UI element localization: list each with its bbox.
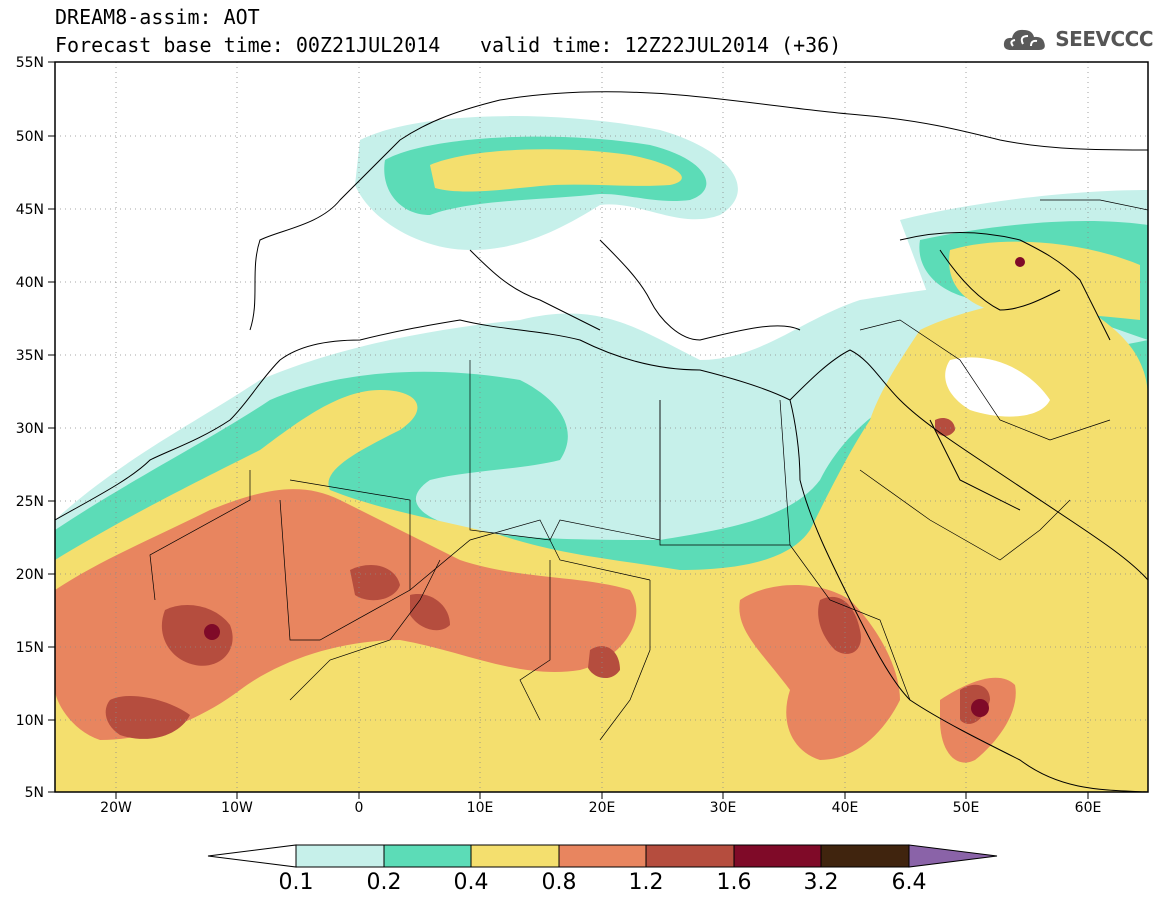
aot-contour-1-2-h [105, 695, 190, 739]
aot-contour-0-4-europe [430, 149, 682, 192]
country-borders [149, 199, 1148, 741]
forecast-base-time: Forecast base time: 00Z21JUL2014 [55, 33, 441, 57]
colorbar-label: 0.1 [278, 870, 314, 895]
lon-tick-label: 20W [100, 800, 132, 816]
colorbar-segment [558, 844, 647, 868]
longitude-ticks: 20W 10W 0 10E 20E 30E 40E 50E 60E [100, 792, 1101, 816]
lat-tick-label: 55N [16, 55, 44, 71]
colorbar-segment [645, 844, 735, 868]
aot-contour-1-2-d [588, 646, 620, 679]
colorbar-label: 3.2 [803, 870, 839, 895]
lon-tick-label: 10W [221, 800, 253, 816]
aot-contour-1-2 [161, 605, 233, 666]
aot-contour-1-6-b [971, 699, 989, 717]
lon-tick-label: 20E [589, 800, 616, 816]
lon-tick-label: 40E [832, 800, 859, 816]
lon-tick-label: 0 [355, 800, 364, 816]
colorbar-label: 0.8 [541, 870, 577, 895]
colorbar-label: 1.6 [716, 870, 752, 895]
lon-tick-label: 30E [710, 800, 737, 816]
lat-tick-label: 20N [16, 567, 44, 583]
lat-tick-label: 35N [16, 348, 44, 364]
aot-clear-patch-med [540, 250, 820, 340]
colorbar-label: 1.2 [628, 870, 664, 895]
aot-contour-0-4-caspian [949, 241, 1140, 320]
valid-time: valid time: 12Z22JUL2014 (+36) [480, 33, 842, 57]
colorbar [207, 844, 998, 868]
lon-tick-label: 60E [1075, 800, 1102, 816]
cloud-icon [1004, 29, 1046, 50]
colorbar-label: 0.2 [366, 870, 402, 895]
aot-field [55, 116, 1148, 792]
lat-tick-label: 30N [16, 421, 44, 437]
lat-tick-label: 40N [16, 275, 44, 291]
colorbar-segment [733, 844, 822, 868]
aot-contour-1-6-c [1015, 257, 1025, 267]
logo-text: SEEVCCC [1055, 27, 1153, 51]
colorbar-segment [820, 844, 910, 868]
aot-contour-1-2-c [410, 594, 450, 631]
colorbar-label: 0.4 [453, 870, 489, 895]
aot-contour-0-8-east [739, 585, 900, 760]
aot-clear-patch-iran [945, 357, 1050, 417]
aot-contour-0-8 [55, 489, 637, 740]
lat-tick-label: 15N [16, 640, 44, 656]
aot-contour-1-2-b [350, 565, 400, 601]
colorbar-segment [295, 844, 385, 868]
aot-contour-1-2-e [818, 596, 861, 654]
lat-tick-label: 45N [16, 202, 44, 218]
colorbar-over-triangle [908, 844, 998, 868]
colorbar-under-triangle [207, 844, 297, 868]
colorbar-segment [470, 844, 560, 868]
lat-tick-label: 5N [25, 785, 44, 801]
aot-contour-1-6-a [204, 624, 220, 640]
lat-tick-label: 50N [16, 129, 44, 145]
lat-tick-label: 10N [16, 713, 44, 729]
colorbar-segment [383, 844, 472, 868]
seevccc-logo: SEEVCCC [1001, 24, 1153, 54]
aot-contour-1-2-g [935, 418, 955, 436]
lat-tick-label: 25N [16, 494, 44, 510]
latitude-ticks: 55N 50N 45N 40N 35N 30N 25N 20N 15N 10N … [16, 55, 55, 801]
lon-tick-label: 50E [953, 800, 980, 816]
colorbar-label: 6.4 [891, 870, 927, 895]
map-title: DREAM8-assim: AOT [55, 5, 260, 29]
lon-tick-label: 10E [467, 800, 494, 816]
